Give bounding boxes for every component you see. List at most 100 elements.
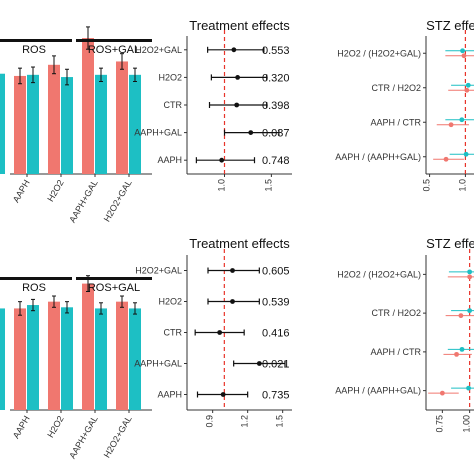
stz-top-title: STZ effect [426,18,474,33]
forest-top-xtick-label-1: 1.5 [263,179,273,192]
bars-bottom-edge-bar [0,308,5,410]
bars-top-xtick-label-3: H2O2+GAL [102,178,134,224]
forest-bottom-title: Treatment effects [189,236,290,251]
stz-top-ytick-label-3: AAPH / (AAPH+GAL) [335,152,421,162]
forest-top-point-3 [248,130,254,136]
forest-top-point-2 [234,102,240,108]
forest-bottom-ytick-label-3: AAPH+GAL [134,359,182,369]
forest-bottom-value-label-2: 0.416 [262,328,290,340]
stz-bottom-title: STZ effect [426,236,474,251]
stz-bottom-ytick-label-3: AAPH / (AAPH+GAL) [335,386,421,396]
forest-top-xtick-label-0: 1.0 [217,179,227,192]
stz-top-point-3-1 [443,156,449,162]
forest-bottom-value-label-1: 0.539 [262,297,290,309]
bars-top-xtick-label-0: AAPH [11,178,32,204]
stz-top-point-2-0 [459,117,465,123]
forest-top-value-label-0: 0.553 [262,45,290,57]
forest-bottom-point-1 [230,299,235,304]
stz-bottom-xtick-label-1: 1.00 [462,415,472,433]
stz-bottom-point-3-0 [466,385,471,391]
bars-top-xtick-label-2: AAPH+GAL [67,178,100,224]
bars-bottom-bar-2-1 [95,308,107,410]
bars-bottom-bar-1-0 [48,301,60,410]
forest-top-title: Treatment effects [189,18,290,33]
bars-bottom-bar-1-1 [61,307,73,410]
bars-bottom-group-bar-0 [0,277,72,280]
forest-bottom-ytick-label-4: AAPH [157,390,182,400]
bars-bottom-bar-2-0 [82,283,94,410]
bars-top-bar-1-1 [61,77,73,174]
forest-top-point-1 [235,75,241,80]
forest-bottom-xtick-label-0: 0.9 [205,415,215,428]
bars-bottom-xtick-label-2: AAPH+GAL [67,414,100,460]
stz-bottom-point-1-0 [467,308,473,314]
stz-bottom-point-2-0 [459,346,465,352]
stz-top-point-2-1 [448,122,454,128]
bars-bottom-group-label-0: ROS [22,282,46,294]
forest-top-value-label-1: 0.320 [262,72,290,84]
bars-bottom-bar-3-0 [116,301,128,410]
forest-bottom-ytick-label-0: H2O2+GAL [135,266,182,276]
bars-bottom-bar-0-1 [27,305,39,410]
forest-bottom-ytick-label-2: CTR [164,328,183,338]
forest-top-ytick-label-2: CTR [164,100,183,110]
stz-top-point-3-0 [463,151,469,157]
forest-top-value-label-3: 0.037 [262,128,290,140]
forest-top-value-label-4: 0.748 [262,155,290,167]
stz-bottom-point-2-1 [454,351,459,357]
bars-top-group-bar-1 [76,39,152,42]
stz-bottom-ytick-label-1: CTR / H2O2 [371,308,421,318]
bars-bottom-group-bar-1 [76,277,152,280]
stz-top-xtick-label-0: 0.5 [422,179,432,192]
bars-top-edge-bar [0,73,5,174]
forest-bottom-point-2 [217,330,223,335]
stz-bottom-point-0-0 [467,269,473,275]
forest-top-ytick-label-0: H2O2+GAL [135,45,182,55]
stz-top-ytick-label-1: CTR / H2O2 [371,83,421,93]
forest-bottom-point-4 [220,392,226,397]
forest-bottom-xtick-label-1: 1.2 [240,415,250,428]
forest-bottom-point-3 [256,361,262,366]
bars-bottom-xtick-label-1: H2O2 [45,414,65,439]
stz-bottom-xtick-label-0: 0.75 [434,415,444,433]
bars-top-bar-0-0 [14,75,26,174]
forest-bottom-ytick-label-1: H2O2 [158,297,182,307]
bars-top-bar-0-1 [27,74,39,174]
bars-top-group-label-1: ROS+GAL [88,44,140,56]
forest-top-ytick-label-4: AAPH [157,155,182,165]
stz-bottom-ytick-label-2: AAPH / CTR [370,347,421,357]
forest-top-value-label-2: 0.398 [262,100,290,112]
bars-bottom-xtick-label-0: AAPH [11,414,32,440]
stz-top-point-0-0 [460,48,465,54]
bars-top-group-bar-0 [0,39,72,42]
forest-bottom-value-label-3: 0.021 [262,359,290,371]
stz-top-point-0-1 [461,53,467,59]
bars-top-xtick-label-1: H2O2 [45,178,65,203]
bars-top-bar-2-0 [82,38,94,174]
stz-top-point-1-0 [465,82,471,88]
bars-top-group-label-0: ROS [22,44,46,56]
bars-top-bar-2-1 [95,74,107,174]
stz-top-xtick-label-1: 1.0 [457,179,467,192]
stz-top-ytick-label-2: AAPH / CTR [370,117,421,127]
bars-top-bar-3-0 [116,61,128,175]
bars-bottom-xtick-label-3: H2O2+GAL [102,414,134,460]
bars-bottom-bar-3-1 [129,308,141,410]
forest-top-ytick-label-3: AAPH+GAL [134,128,182,138]
bars-top-bar-1-0 [48,64,60,174]
bars-bottom-group-label-1: ROS+GAL [88,282,140,294]
forest-bottom-value-label-0: 0.605 [262,266,290,278]
stz-bottom-point-0-1 [467,274,473,280]
stz-top-ytick-label-0: H2O2 / (H2O2+GAL) [337,48,421,58]
forest-top-point-0 [231,47,237,53]
bars-top-bar-3-1 [129,74,141,174]
forest-bottom-point-0 [230,268,235,273]
bars-bottom-bar-0-0 [14,308,26,410]
stz-bottom-point-1-1 [458,313,464,319]
stz-bottom-ytick-label-0: H2O2 / (H2O2+GAL) [337,269,421,279]
forest-bottom-xtick-label-2: 1.5 [275,415,285,428]
stz-top-point-1-1 [464,87,470,93]
forest-top-ytick-label-1: H2O2 [158,72,182,82]
forest-bottom-value-label-4: 0.735 [262,390,290,402]
